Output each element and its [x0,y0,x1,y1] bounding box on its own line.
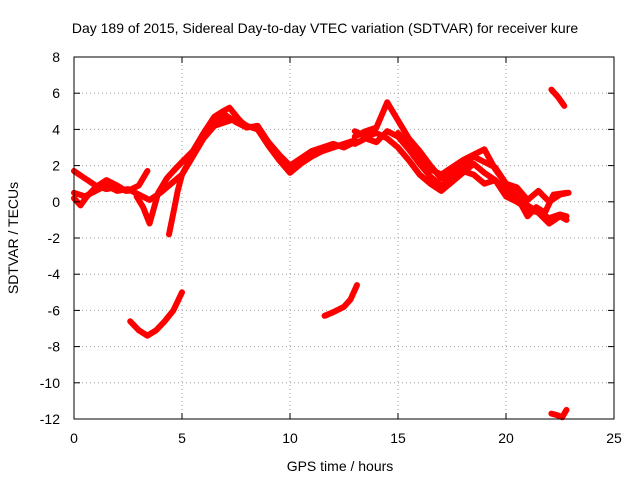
y-tick-label: -2 [48,230,61,246]
x-tick-label: 0 [70,430,78,446]
x-tick-label: 20 [498,430,514,446]
y-tick-label: -10 [40,375,60,391]
y-tick-label: -12 [40,411,60,427]
series-trace [548,86,568,109]
x-axis-label: GPS time / hours [287,458,394,474]
y-tick-label: 0 [52,194,60,210]
x-tick-label: 10 [282,430,298,446]
series-trace [395,130,572,205]
grid [74,57,614,419]
chart-title: Day 189 of 2015, Sidereal Day-to-day VTE… [72,20,578,36]
x-tick-label: 25 [606,430,622,446]
x-tick-label: 5 [178,430,186,446]
y-tick-label: 4 [52,121,60,137]
y-tick-label: -6 [48,302,61,318]
series-trace [321,282,360,319]
series-trace [127,289,185,339]
series-trace [166,111,358,238]
series-trace [351,128,570,220]
series-trace [548,406,570,421]
y-tick-label: 8 [52,49,60,65]
y-tick-label: -4 [48,266,61,282]
data-layer [71,86,572,421]
x-tick-label: 15 [390,430,406,446]
series-trace [71,177,129,209]
series-trace [133,104,250,227]
y-axis-label: SDTVAR / TECUs [5,182,21,294]
y-tick-label: -8 [48,339,61,355]
axis-ticks: 0 5 10 15 20 25 -12 -10 -8 -6 -4 -2 0 2 4 6 8 [40,49,622,446]
y-tick-label: 6 [52,85,60,101]
y-tick-label: 2 [52,158,60,174]
